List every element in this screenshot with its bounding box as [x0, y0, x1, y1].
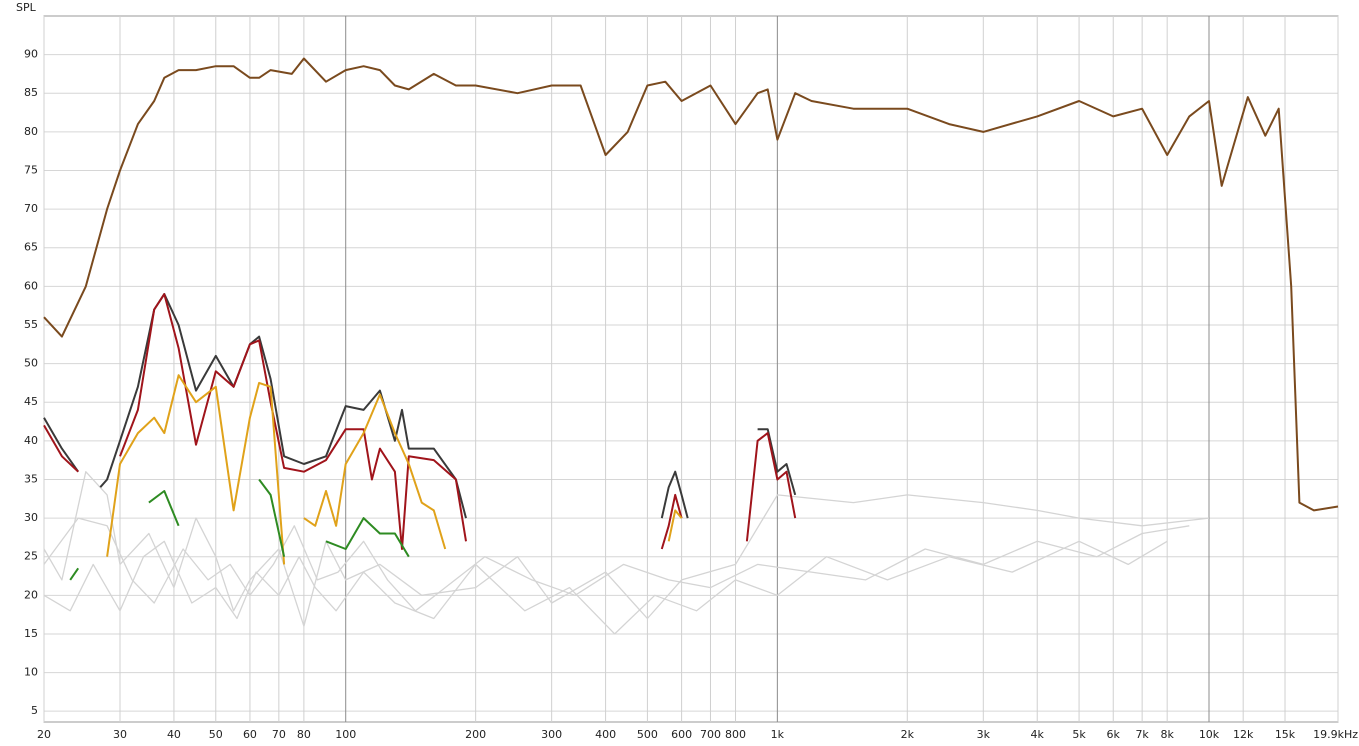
y-tick-label: 5	[31, 704, 38, 717]
y-tick-label: 25	[24, 550, 38, 563]
x-tick-label: 30	[113, 728, 127, 741]
x-tick-label: 600	[671, 728, 692, 741]
y-tick-label: 30	[24, 511, 38, 524]
y-axis-label: SPL	[16, 1, 37, 14]
x-tick-label: 20	[37, 728, 51, 741]
y-tick-label: 70	[24, 202, 38, 215]
x-tick-label: 4k	[1031, 728, 1045, 741]
y-tick-label: 35	[24, 472, 38, 485]
y-tick-label: 15	[24, 627, 38, 640]
y-tick-label: 10	[24, 666, 38, 679]
x-tick-label: 8k	[1160, 728, 1174, 741]
x-tick-label: 2k	[901, 728, 915, 741]
y-tick-label: 80	[24, 125, 38, 138]
y-tick-label: 50	[24, 357, 38, 370]
y-tick-label: 60	[24, 279, 38, 292]
x-tick-label: 3k	[977, 728, 991, 741]
x-tick-label: 300	[541, 728, 562, 741]
x-tick-label: 400	[595, 728, 616, 741]
series-line	[69, 478, 410, 581]
x-tick-label: 7k	[1135, 728, 1149, 741]
x-tick-label: 15k	[1275, 728, 1296, 741]
y-tick-label: 20	[24, 588, 38, 601]
series-line	[43, 471, 1210, 627]
y-tick-label: 85	[24, 86, 38, 99]
y-tick-label: 55	[24, 318, 38, 331]
x-tick-label: 500	[637, 728, 658, 741]
x-tick-label: 6k	[1107, 728, 1121, 741]
series-line	[43, 293, 797, 550]
y-tick-label: 75	[24, 163, 38, 176]
y-tick-label: 65	[24, 241, 38, 254]
plot-area	[43, 15, 1339, 723]
x-tick-label: 200	[465, 728, 486, 741]
x-tick-label: 700	[700, 728, 721, 741]
series-line	[43, 57, 1339, 512]
series-line	[106, 374, 683, 565]
x-tick-label: 40	[167, 728, 181, 741]
y-tick-label: 45	[24, 395, 38, 408]
x-tick-label: 12k	[1233, 728, 1254, 741]
x-tick-label: 1k	[771, 728, 785, 741]
y-tick-label: 90	[24, 48, 38, 61]
x-tick-label: 50	[209, 728, 223, 741]
x-tick-label: 5k	[1072, 728, 1086, 741]
y-tick-label: 40	[24, 434, 38, 447]
x-tick-label: 800	[725, 728, 746, 741]
x-tick-label: 80	[297, 728, 311, 741]
series-line	[43, 540, 1168, 635]
x-tick-label: 70	[272, 728, 286, 741]
x-tick-label: 19.9kHz	[1313, 728, 1358, 741]
x-tick-label: 100	[335, 728, 356, 741]
x-tick-label: 60	[243, 728, 257, 741]
series-line	[43, 517, 1190, 612]
series-line	[43, 293, 797, 519]
x-tick-label: 10k	[1199, 728, 1220, 741]
